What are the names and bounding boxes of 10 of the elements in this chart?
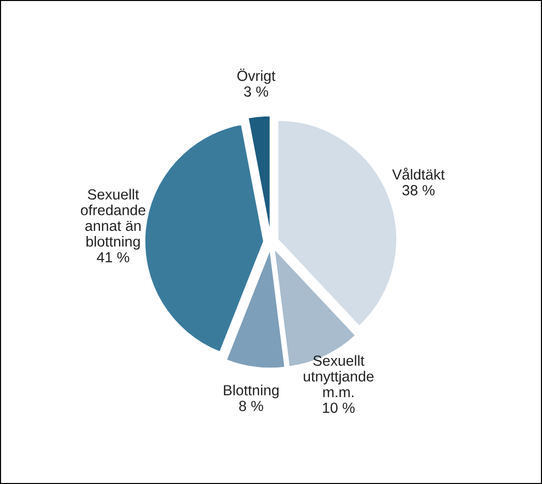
data-label: 3 % bbox=[244, 86, 268, 97]
slice-label: Övrigt bbox=[237, 68, 276, 84]
data-label: 41 % bbox=[96, 252, 130, 262]
slice-label: Sexuellt utnyttjande m.m. bbox=[304, 355, 374, 398]
data-label: 8 % bbox=[239, 400, 264, 412]
data-label: 10 % bbox=[323, 402, 355, 413]
data-label: 38 % bbox=[402, 185, 435, 196]
slice-label: Våldtäkt bbox=[392, 168, 445, 180]
slice-label: Blottning bbox=[224, 384, 279, 398]
slice-label: Sexuellt ofredande annat än blottning bbox=[80, 188, 146, 250]
